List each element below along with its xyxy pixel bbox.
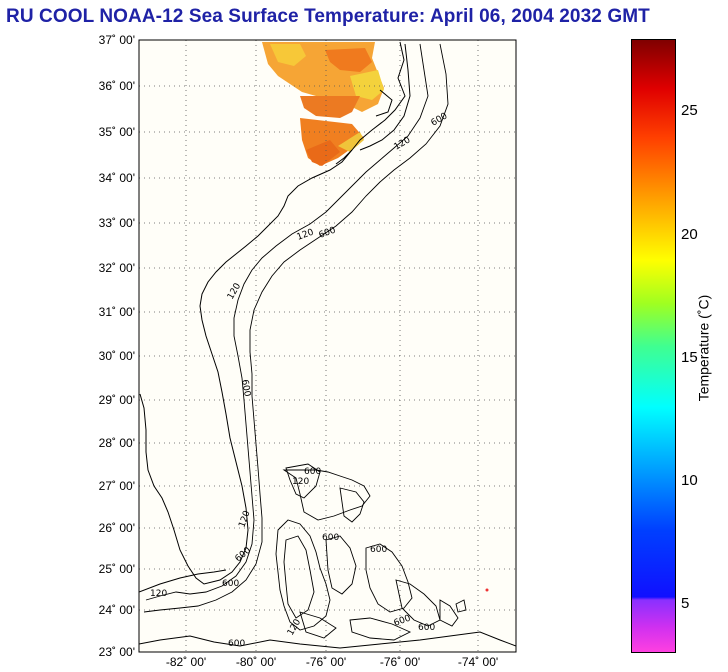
isobath-label: 120: [292, 477, 309, 487]
sst-data-patches: [262, 42, 489, 592]
isobath-label: 600: [239, 379, 252, 398]
lat-label: 32˚ 00': [98, 261, 135, 275]
lat-label: 23˚ 00': [98, 645, 135, 659]
lat-label: 30˚ 00': [98, 349, 135, 363]
lat-label: 37˚ 00': [98, 33, 135, 47]
lat-label: 28˚ 00': [98, 436, 135, 450]
colorbar-tick-label: 10: [681, 472, 698, 489]
lon-label: -76˚ 00': [379, 655, 421, 669]
lon-label: -74˚ 00': [457, 655, 499, 669]
isobath-120: [145, 43, 429, 601]
temperature-colorbar: [631, 39, 676, 653]
lat-label: 35˚ 00': [98, 125, 135, 139]
isobath-label: 600: [228, 639, 245, 649]
keys-coast: [139, 569, 227, 593]
lat-label: 36˚ 00': [98, 79, 135, 93]
lat-label: 25˚ 00': [98, 562, 135, 576]
lon-label: -82˚ 00': [165, 655, 207, 669]
colorbar-tick-label: 5: [681, 595, 690, 612]
lat-label: 31˚ 00': [98, 305, 135, 319]
lon-label: -76˚ 00': [305, 655, 347, 669]
us-coastline: [139, 41, 406, 585]
isobath-label: 600: [304, 467, 321, 477]
lat-label: 34˚ 00': [98, 171, 135, 185]
map-title: RU COOL NOAA-12 Sea Surface Temperature:…: [6, 6, 650, 27]
map-frame-border: [138, 39, 517, 653]
colorbar-tick-label: 25: [681, 102, 698, 119]
lat-label: 29˚ 00': [98, 393, 135, 407]
lat-label: 26˚ 00': [98, 521, 135, 535]
lat-label: 24˚ 00': [98, 603, 135, 617]
cuba-coast: [139, 631, 516, 649]
graticule: [139, 40, 516, 652]
isobath-label: 600: [222, 579, 239, 589]
colorbar-title: Temperature (˚C): [695, 294, 712, 402]
colorbar-tick-label: 15: [681, 349, 698, 366]
colorbar-tick-label: 20: [681, 226, 698, 243]
lat-label: 33˚ 00': [98, 216, 135, 230]
isobath-600: [143, 43, 449, 613]
isobath-label: 120: [150, 589, 167, 599]
lat-label: 27˚ 00': [98, 479, 135, 493]
bahamas-banks: [275, 463, 467, 641]
isobath-label: 600: [322, 533, 339, 543]
isobath-label: 600: [418, 623, 435, 633]
isobath-label: 600: [370, 545, 387, 555]
lon-label: -80˚ 00': [235, 655, 277, 669]
outer-banks: [335, 43, 411, 165]
